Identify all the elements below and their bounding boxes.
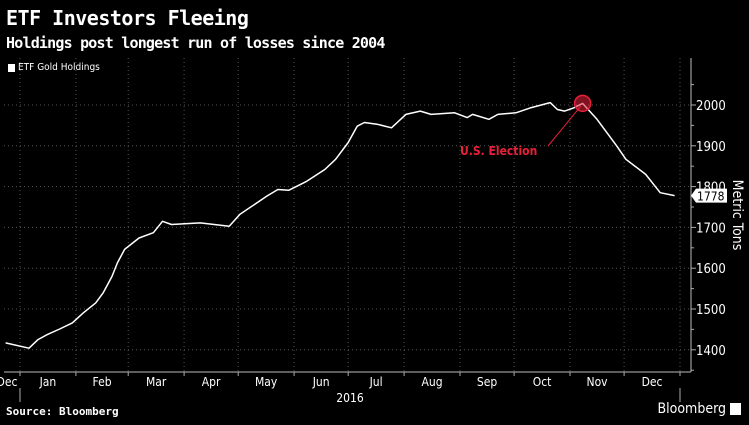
x-tick-label: Aug bbox=[422, 375, 443, 389]
y-axis-label: Metric Tons bbox=[729, 180, 745, 251]
x-tick-label: Apr bbox=[202, 375, 221, 389]
annotation-label: U.S. Election bbox=[460, 144, 537, 158]
x-tick-label: Sep bbox=[477, 375, 498, 389]
x-tick-label: Jun bbox=[312, 375, 330, 389]
legend-label: ETF Gold Holdings bbox=[18, 62, 100, 73]
x-tick-label: Dec bbox=[642, 375, 663, 389]
x-tick-label: Jan bbox=[39, 375, 57, 389]
bloomberg-terminal-icon bbox=[730, 403, 741, 415]
last-value-label: 1778 bbox=[691, 188, 727, 204]
axes bbox=[4, 58, 696, 402]
source-note: Source: Bloomberg bbox=[6, 405, 119, 418]
last-value-box bbox=[691, 188, 727, 203]
legend: ETF Gold Holdings bbox=[8, 62, 100, 73]
annotation-pointer-line bbox=[547, 106, 582, 147]
x-axis-year-label: 2016 bbox=[336, 391, 364, 405]
x-tick-label: Jul bbox=[369, 375, 383, 389]
gridlines bbox=[4, 58, 691, 372]
last-value-text: 1778 bbox=[697, 190, 725, 204]
legend-swatch bbox=[8, 63, 15, 72]
chart-subtitle: Holdings post longest run of losses sinc… bbox=[6, 34, 385, 52]
y-tick-label: 1500 bbox=[696, 303, 726, 318]
election-annotation: U.S. Election bbox=[460, 94, 592, 158]
y-tick-label: 1400 bbox=[696, 344, 726, 359]
series-line-etf-gold-holdings bbox=[5, 101, 675, 349]
chart-title: ETF Investors Fleeing bbox=[6, 6, 249, 30]
x-tick-label: May bbox=[255, 375, 278, 389]
election-marker-circle bbox=[573, 94, 592, 113]
y-tick-label: 1600 bbox=[696, 262, 726, 277]
x-tick-label: Mar bbox=[146, 375, 167, 389]
x-tick-label: Nov bbox=[587, 375, 609, 389]
y-tick-label: 1900 bbox=[696, 140, 726, 155]
bloomberg-logo: Bloomberg bbox=[657, 401, 741, 417]
x-tick-label: Oct bbox=[533, 375, 552, 389]
y-tick-label: 1700 bbox=[696, 221, 726, 236]
y-tick-label: 2000 bbox=[696, 99, 726, 114]
x-tick-label: Dec bbox=[0, 375, 18, 389]
x-tick-label: Feb bbox=[93, 375, 112, 389]
brand-text: Bloomberg bbox=[657, 401, 727, 417]
